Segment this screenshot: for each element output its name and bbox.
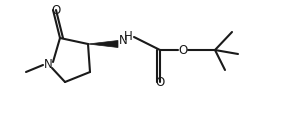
- Text: O: O: [51, 4, 60, 17]
- Polygon shape: [88, 40, 118, 48]
- Text: H: H: [124, 30, 132, 42]
- Text: N: N: [44, 59, 52, 72]
- Text: O: O: [178, 44, 188, 57]
- Text: N: N: [119, 34, 128, 46]
- Text: O: O: [155, 76, 165, 89]
